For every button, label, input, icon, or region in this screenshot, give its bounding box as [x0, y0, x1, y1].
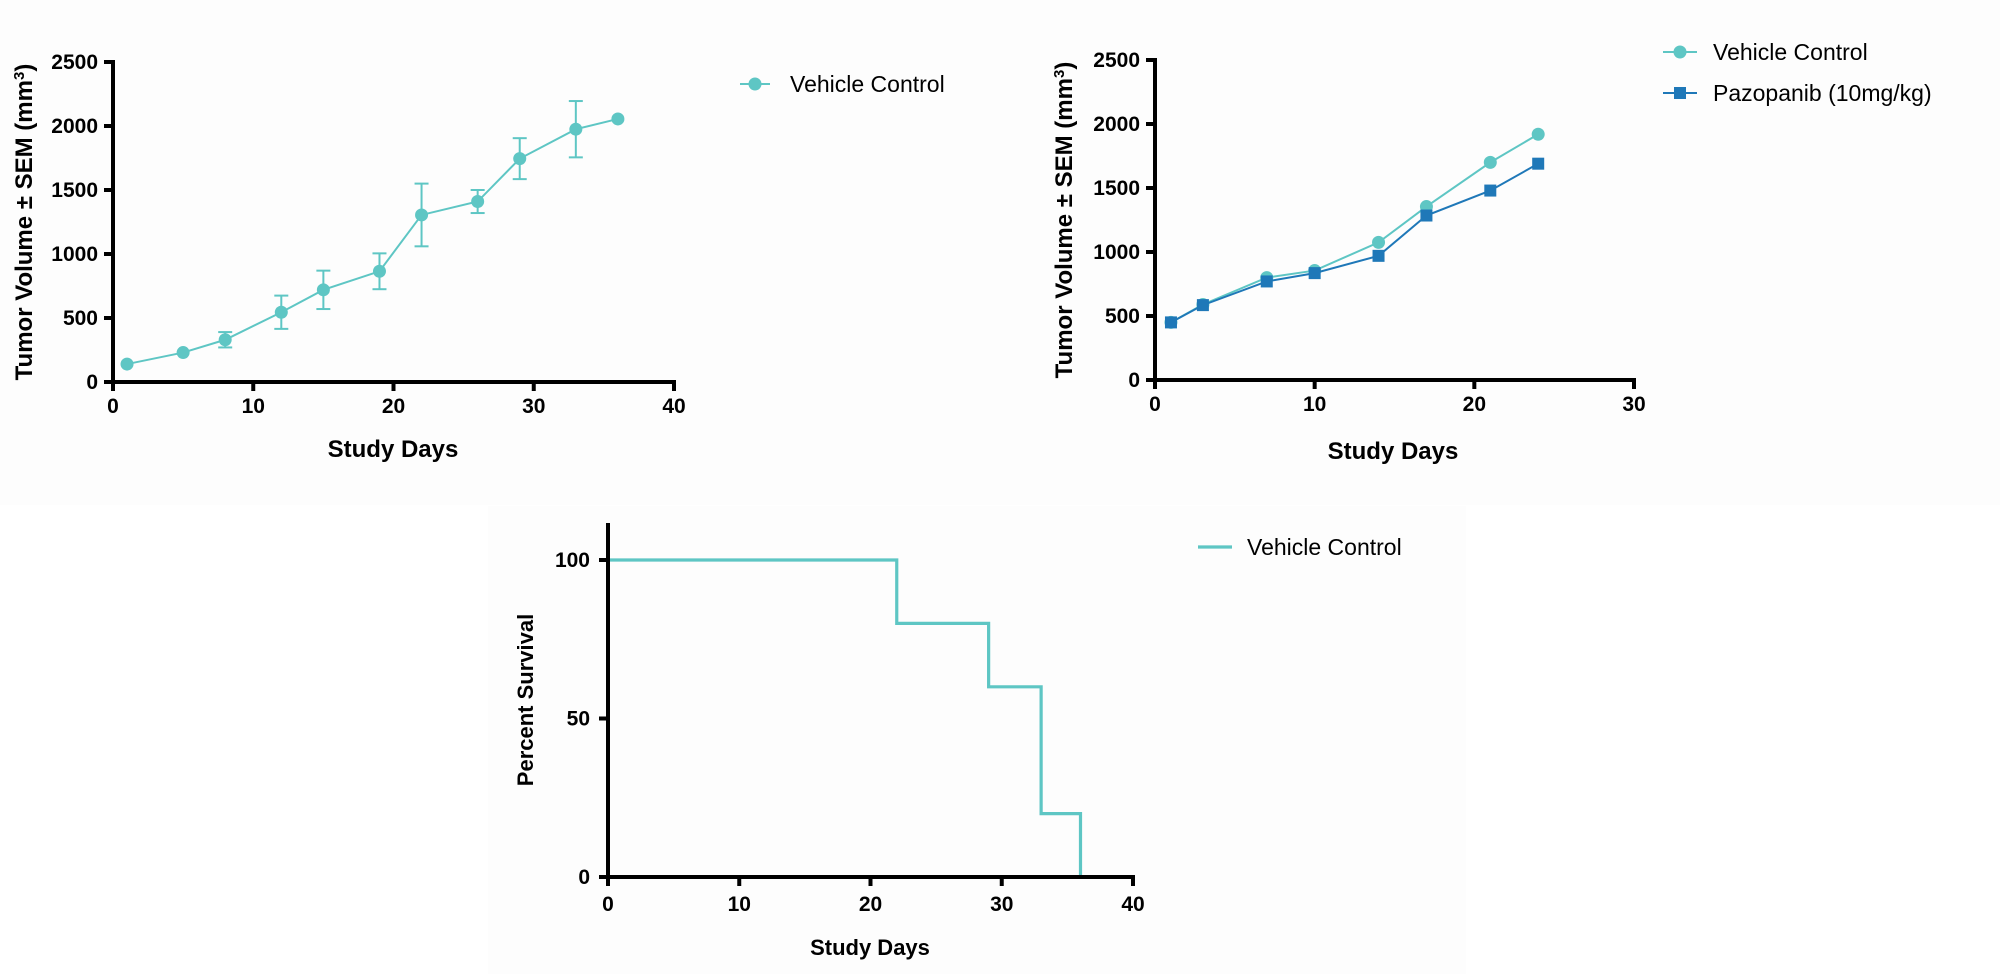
chart1-x-tick-label-0: 0: [107, 395, 119, 418]
chart1-y-tick-label-1: 500: [63, 307, 98, 330]
chart3-ticks: 0 10 20 30 40 0 50 100: [555, 549, 1145, 916]
chart1-series-0-point-0: [120, 357, 134, 371]
chart2-series-0-point-6: [1483, 155, 1497, 169]
panel-background-3: [488, 506, 1466, 974]
chart1-series-0-point-4: [316, 283, 330, 297]
chart1-series-0-point-7: [471, 195, 485, 209]
chart2-legend: Vehicle Control Pazopanib (10mg/kg): [1663, 39, 1932, 106]
panel-background-2: [1000, 0, 2000, 505]
chart1-y-axis-title: Tumor Volume ± SEM (mm3): [11, 64, 39, 381]
chart3-x-tick-label-2: 20: [859, 893, 882, 916]
chart1-series-0-point-10: [611, 112, 625, 126]
chart1-series-0-point-8: [513, 152, 527, 166]
chart1-legend-swatch-marker: [748, 77, 762, 91]
chart2-y-tick-label-0: 0: [1128, 369, 1140, 392]
chart2-series-1-point-4: [1372, 249, 1385, 262]
chart2-series-0-line: [1170, 133, 1539, 324]
chart2-x-tick-label-0: 0: [1149, 393, 1161, 416]
chart1-y-tick-label-2: 1000: [51, 243, 98, 266]
survival-chart: 0 10 20 30 40 0 50 100 Study Days Percent Survi…: [513, 523, 1402, 960]
chart2-legend-swatch-marker-1: [1673, 45, 1687, 59]
chart1-y-tick-label-3: 1500: [51, 179, 98, 202]
chart1-series-0-point-2: [218, 333, 232, 347]
chart1-legend-label: Vehicle Control: [790, 71, 945, 97]
chart3-x-tick-label-0: 0: [602, 893, 614, 916]
chart3-y-tick-label-2: 100: [555, 549, 590, 572]
chart1-series-0-point-1: [176, 346, 190, 360]
chart1-series-0-point-3: [274, 305, 288, 319]
chart3-y-tick-label-0: 0: [578, 866, 590, 889]
panel-background-1: [0, 0, 1000, 505]
chart2-series-1-point-0: [1164, 316, 1177, 329]
chart2-series-1-point-5: [1420, 209, 1433, 222]
chart3-series-0-step-line: [608, 558, 1083, 877]
chart1-y-tick-label-0: 0: [86, 371, 98, 394]
chart1-series-0-point-6: [415, 208, 429, 222]
tumor-volume-chart-vehicle: 0 10 20 30 40 0 500 1000 1500 2000 2500 Study Days…: [11, 51, 945, 463]
chart2-series-0-point-4: [1372, 235, 1386, 249]
chart1-marks: [120, 100, 625, 371]
chart3-x-axis-title: Study Days: [810, 935, 930, 960]
chart2-ticks: 0 10 20 30 0 500 1000 1500 2000 2500: [1093, 49, 1645, 416]
chart3-marks: [608, 558, 1083, 877]
chart1-series-0-point-9: [569, 122, 583, 136]
chart2-series-0-point-7: [1531, 127, 1545, 141]
chart2-legend-label-2: Pazopanib (10mg/kg): [1713, 80, 1932, 106]
chart2-x-tick-label-3: 30: [1622, 393, 1645, 416]
chart1-y-tick-label-4: 2000: [51, 115, 98, 138]
chart2-x-axis-title: Study Days: [1328, 438, 1459, 465]
chart1-x-tick-label-3: 30: [522, 395, 545, 418]
chart2-y-tick-label-1: 500: [1105, 305, 1140, 328]
chart3-y-axis-title: Percent Survival: [513, 614, 538, 786]
chart2-legend-label-1: Vehicle Control: [1713, 39, 1868, 65]
chart3-x-tick-label-3: 30: [990, 893, 1013, 916]
chart2-series-1-point-2: [1260, 275, 1273, 288]
chart2-x-tick-label-1: 10: [1303, 393, 1326, 416]
chart2-series-1-line: [1170, 162, 1539, 324]
chart2-legend-swatch-marker-2: [1674, 87, 1686, 99]
chart3-x-tick-label-4: 40: [1121, 893, 1144, 916]
chart1-x-tick-label-1: 10: [242, 395, 265, 418]
chart1-x-tick-label-2: 20: [382, 395, 405, 418]
chart1-y-tick-label-5: 2500: [51, 51, 98, 74]
chart2-y-tick-label-2: 1000: [1093, 241, 1140, 264]
chart3-x-tick-label-1: 10: [728, 893, 751, 916]
chart2-series-1-point-6: [1484, 184, 1497, 197]
chart1-x-tick-label-4: 40: [662, 395, 685, 418]
chart2-y-tick-label-3: 1500: [1093, 177, 1140, 200]
chart3-y-tick-label-1: 50: [567, 708, 590, 731]
chart3-legend-label: Vehicle Control: [1247, 534, 1402, 560]
chart1-series-0-point-5: [372, 264, 386, 278]
chart2-y-axis-title: Tumor Volume ± SEM (mm3): [1051, 62, 1079, 379]
chart1-x-axis-title: Study Days: [328, 436, 459, 463]
chart2-series-1-point-1: [1196, 299, 1209, 312]
chart2-y-tick-label-5: 2500: [1093, 49, 1140, 72]
chart2-series-1-point-3: [1308, 267, 1321, 280]
chart2-x-tick-label-2: 20: [1463, 393, 1486, 416]
chart1-ticks: 0 10 20 30 40 0 500 1000 1500 2000 2500: [51, 51, 685, 418]
chart1-legend: Vehicle Control: [740, 71, 945, 97]
chart3-legend: Vehicle Control: [1198, 534, 1402, 560]
tumor-volume-chart-comparison: 0 10 20 30 0 500 1000 1500 2000 2500 Study Days T…: [1051, 39, 1932, 465]
chart2-y-tick-label-4: 2000: [1093, 113, 1140, 136]
chart2-marks: [1164, 127, 1545, 329]
chart2-series-1-point-7: [1532, 157, 1545, 170]
